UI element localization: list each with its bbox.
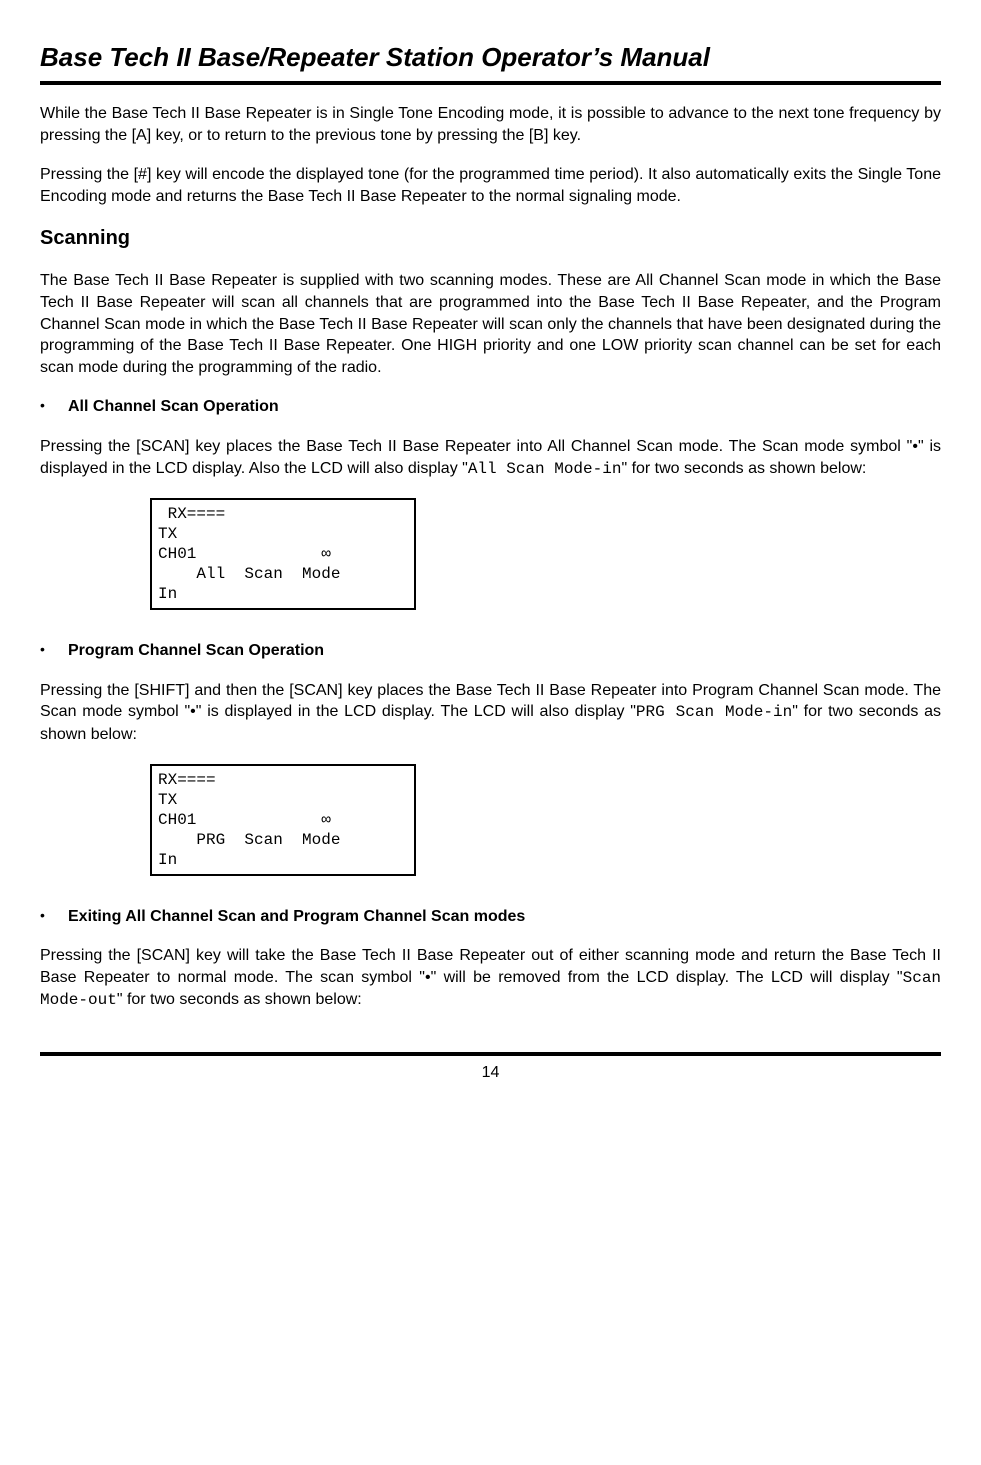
prg-scan-lcd-box: RX==== TX CH01 ∞ PRG Scan Mode In [150,764,416,876]
exit-scan-text-b: " will be removed from the LCD display. … [431,969,903,986]
prg-scan-text-b: " is displayed in the LCD display. The L… [196,703,636,720]
all-scan-paragraph: Pressing the [SCAN] key places the Base … [40,436,941,480]
exit-scan-label: Exiting All Channel Scan and Program Cha… [68,908,525,925]
prg-scan-code: PRG Scan Mode-in [636,703,792,721]
scanning-paragraph: The Base Tech II Base Repeater is suppli… [40,270,941,378]
header-rule [40,81,941,85]
all-scan-bullet: •All Channel Scan Operation [40,396,941,418]
exit-scan-bullet: •Exiting All Channel Scan and Program Ch… [40,906,941,928]
prg-scan-label: Program Channel Scan Operation [68,642,324,659]
page-title: Base Tech II Base/Repeater Station Opera… [40,40,941,75]
footer-rule [40,1052,941,1056]
all-scan-code: All Scan Mode-in [468,460,622,478]
all-scan-label: All Channel Scan Operation [68,398,279,415]
bullet-icon: • [40,640,68,659]
prg-scan-paragraph: Pressing the [SHIFT] and then the [SCAN]… [40,680,941,746]
exit-scan-paragraph: Pressing the [SCAN] key will take the Ba… [40,945,941,1012]
intro-paragraph-1: While the Base Tech II Base Repeater is … [40,103,941,146]
all-scan-text-a: Pressing the [SCAN] key places the Base … [40,438,912,455]
scanning-heading: Scanning [40,225,941,252]
page-number: 14 [40,1062,941,1084]
prg-scan-bullet: •Program Channel Scan Operation [40,640,941,662]
intro-paragraph-2: Pressing the [#] key will encode the dis… [40,164,941,207]
bullet-icon: • [40,906,68,925]
exit-scan-text-c: " for two seconds as shown below: [117,991,362,1008]
all-scan-lcd-box: RX==== TX CH01 ∞ All Scan Mode In [150,498,416,610]
bullet-icon: • [40,396,68,415]
all-scan-text-c: " for two seconds as shown below: [621,460,866,477]
